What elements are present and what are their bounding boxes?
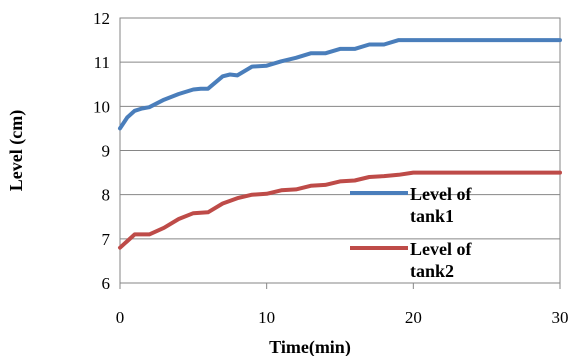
x-axis-title: Time(min) <box>269 337 351 356</box>
legend-label-1: Level of <box>410 184 472 204</box>
x-tick-label: 10 <box>258 308 275 327</box>
y-tick-label: 7 <box>102 230 111 249</box>
series-line-2 <box>118 170 562 250</box>
y-tick-label: 9 <box>102 142 111 161</box>
y-tick-label: 6 <box>102 274 111 293</box>
legend-label-1: tank1 <box>410 206 454 226</box>
x-tick-label: 30 <box>552 308 569 327</box>
y-axis-title: Level (cm) <box>6 110 27 191</box>
y-tick-label: 12 <box>93 9 110 28</box>
x-tick-label: 0 <box>116 308 125 327</box>
y-tick-label: 10 <box>93 97 110 116</box>
y-tick-label: 8 <box>102 186 111 205</box>
y-tick-label: 11 <box>94 53 110 72</box>
series-lines <box>118 38 562 250</box>
legend-label-2: tank2 <box>410 261 454 281</box>
x-tick-label: 20 <box>405 308 422 327</box>
axes: 6 7 8 9 10 11 12 0 10 20 30 <box>93 9 569 327</box>
series-line-1 <box>118 38 562 131</box>
plot-area-border <box>119 17 561 284</box>
legend-label-2: Level of <box>410 239 472 259</box>
gridlines <box>120 17 560 284</box>
